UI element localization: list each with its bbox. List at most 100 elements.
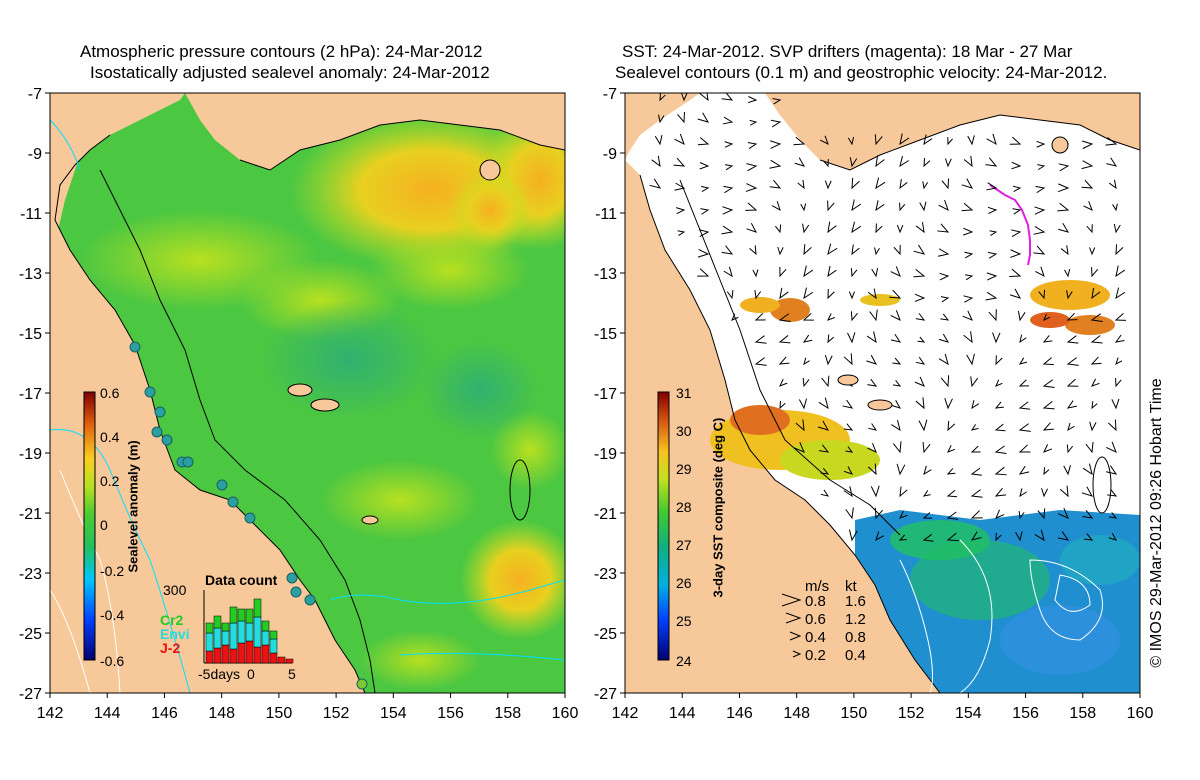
velocity-arrow [1090, 378, 1100, 387]
velocity-arrow [845, 507, 854, 520]
data-count-bars [205, 598, 294, 664]
velocity-arrow [874, 247, 880, 256]
lon-tick-label: 144 [94, 705, 121, 722]
velocity-arrow [824, 354, 833, 366]
velocity-arrow [820, 489, 830, 497]
velocity-arrow [654, 134, 663, 146]
right-title-line1: SST: 24-Mar-2012. SVP drifters (magenta)… [622, 42, 1073, 61]
left-colorbar-label: Sealevel anomaly (m) [125, 440, 141, 573]
tide-gauge-markers [129, 341, 368, 690]
velocity-arrow [1082, 140, 1094, 150]
lon-tick-label: 160 [552, 705, 579, 722]
velocity-arrow [1057, 183, 1070, 193]
velocity-arrow [1018, 401, 1031, 410]
left-title-line1: Atmospheric pressure contours (2 hPa): 2… [80, 42, 483, 61]
velocity-arrow [994, 487, 1007, 497]
velocity-arrow [944, 158, 952, 168]
map-axes: 142 144 146 148 150 152 154 156 158 160 -7 -9 -11 -13… [19, 86, 1154, 722]
velocity-arrow [1033, 245, 1046, 255]
velocity-arrow [866, 331, 877, 344]
velocity-arrow [922, 533, 934, 542]
velocity-arrow [938, 333, 950, 343]
velocity-arrow [867, 443, 877, 453]
lat-tick-label: -7 [603, 86, 617, 103]
lon-tick-label: 152 [323, 705, 350, 722]
velocity-arrow [745, 202, 758, 211]
velocity-arrow [1015, 531, 1023, 542]
velocity-arrow [1009, 136, 1022, 145]
velocity-arrow [1018, 511, 1025, 520]
velocity-arrow [700, 208, 710, 215]
velocity-arrow [937, 223, 950, 233]
velocity-arrow [1057, 507, 1069, 519]
velocity-arrow [754, 357, 767, 366]
velocity-arrow [1089, 421, 1097, 432]
velocity-arrow [779, 266, 787, 278]
velocity-arrow [995, 355, 1003, 366]
velocity-arrow [802, 377, 810, 388]
velocity-arrow [721, 225, 734, 235]
velocity-arrow [746, 222, 758, 233]
velocity-arrow [849, 157, 858, 168]
velocity-arrow [794, 157, 806, 167]
velocity-arrow [893, 244, 901, 256]
left-cb-tick: 0.6 [100, 385, 120, 401]
velocity-arrow [915, 356, 926, 365]
left-cb-tick: -0.4 [100, 607, 125, 623]
velocity-arrow [847, 136, 855, 146]
data-count-bar [261, 644, 270, 664]
velocity-arrow [851, 221, 862, 234]
velocity-arrow [1042, 422, 1054, 431]
velocity-arrow [875, 200, 885, 212]
velocity-arrow [915, 397, 925, 410]
data-count-bar [269, 630, 278, 640]
lat-tick-label: -25 [19, 626, 42, 643]
velocity-arrow [992, 332, 1001, 344]
velocity-arrow [940, 375, 950, 388]
velocity-arrow [749, 119, 758, 126]
velocity-arrow [827, 221, 837, 234]
velocity-arrow [1037, 164, 1046, 171]
velocity-arrow [769, 159, 782, 169]
velocity-arrow [747, 96, 758, 104]
right-colorbar [657, 391, 670, 661]
velocity-arrow [795, 419, 805, 432]
velocity-arrow [651, 155, 661, 168]
velocity-arrow [985, 157, 998, 167]
velocity-arrow [1066, 444, 1074, 454]
velocity-arrow [989, 230, 998, 236]
velocity-arrow [874, 507, 883, 520]
velocity-arrow [914, 293, 926, 302]
velocity-arrow [891, 399, 902, 409]
right-cb-tick: 27 [676, 537, 692, 553]
velocity-arrow [961, 178, 974, 189]
velocity-arrow [798, 398, 807, 410]
lat-tick-label: -9 [603, 146, 617, 163]
velocity-arrow [778, 335, 791, 344]
velocity-arrow [1042, 357, 1054, 366]
lat-tick-label: -23 [594, 566, 617, 583]
velocity-arrow [1038, 289, 1046, 300]
velocity-arrow [965, 274, 974, 281]
velocity-arrow [867, 288, 877, 300]
velocity-arrow [1034, 206, 1046, 215]
velocity-arrow [771, 201, 781, 212]
data-count-bar [261, 630, 270, 646]
left-cb-tick: 0.4 [100, 429, 120, 445]
velocity-arrow [843, 466, 854, 475]
velocity-arrow [1009, 288, 1022, 299]
velocity-arrow [994, 401, 1004, 409]
right-cb-tick: 30 [676, 423, 692, 439]
velocity-arrow [892, 441, 902, 454]
velocity-arrow [843, 486, 853, 498]
velocity-arrow [1042, 400, 1055, 410]
left-cb-tick: -0.6 [100, 653, 125, 669]
velocity-arrow [723, 185, 734, 194]
left-cb-tick: -0.2 [100, 563, 125, 579]
velocity-arrow [827, 200, 835, 212]
velocity-arrow [986, 182, 998, 191]
velocity-arrow [793, 136, 806, 146]
velocity-arrow [1009, 268, 1022, 278]
velocity-arrow [1058, 223, 1070, 233]
velocity-arrow [1064, 269, 1071, 278]
